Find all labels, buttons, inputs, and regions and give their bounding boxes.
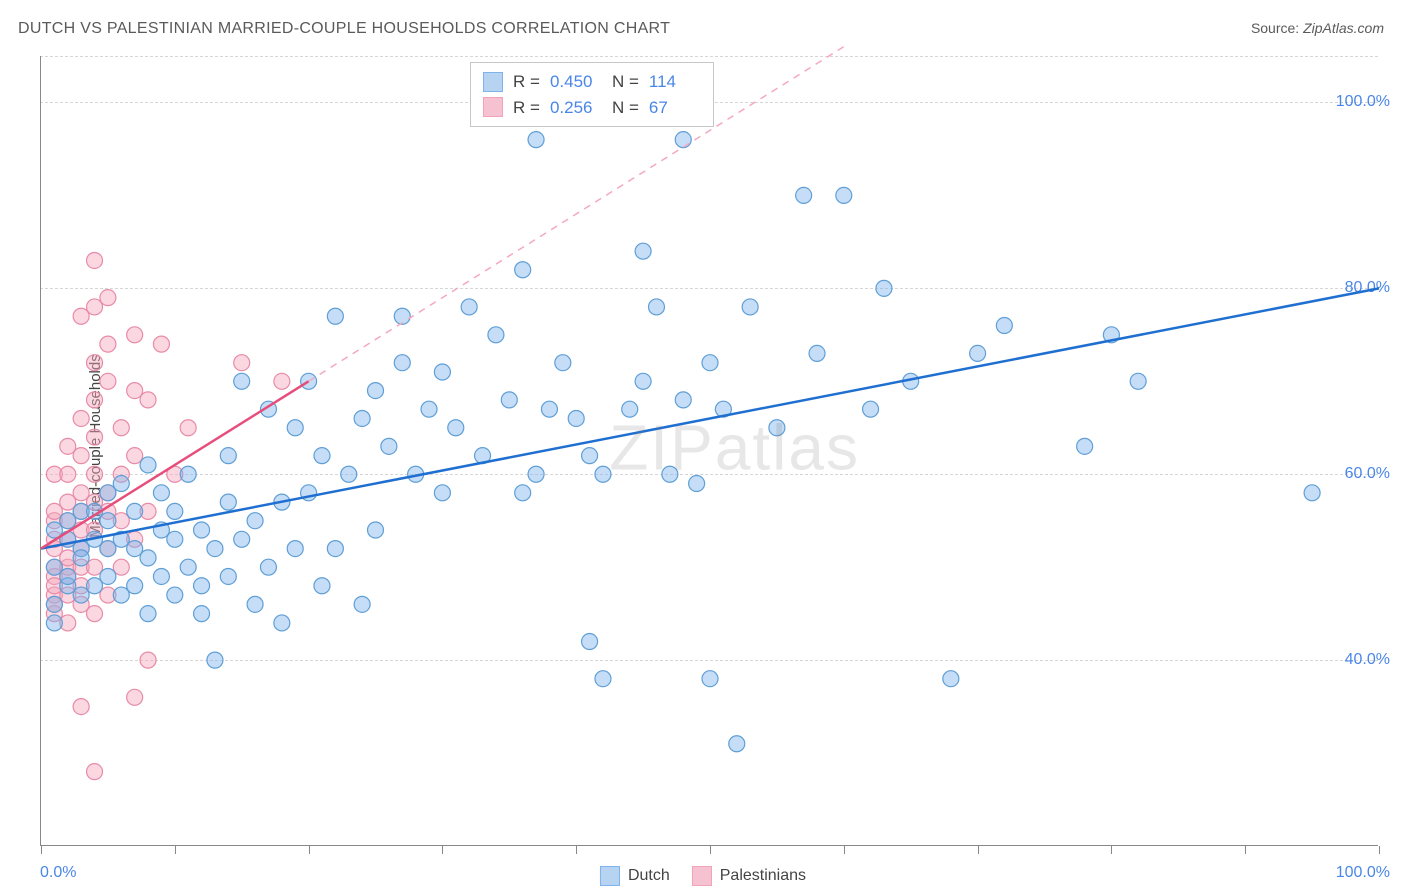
legend-item-palestinians: Palestinians xyxy=(692,866,806,886)
source-label: Source: xyxy=(1251,20,1299,36)
x-tick-label-max: 100.0% xyxy=(1336,864,1390,882)
r-label: R = xyxy=(513,95,540,121)
legend-row-dutch: R = 0.450 N = 114 xyxy=(483,69,701,95)
plot-area: ZIPatlas xyxy=(40,56,1378,846)
swatch-palestinians xyxy=(483,97,503,117)
n-label: N = xyxy=(612,95,639,121)
legend-label-palestinians: Palestinians xyxy=(720,867,806,885)
chart-source: Source: ZipAtlas.com xyxy=(1251,20,1384,36)
legend-row-palestinians: R = 0.256 N = 67 xyxy=(483,95,701,121)
swatch-dutch xyxy=(483,72,503,92)
legend-item-dutch: Dutch xyxy=(600,866,670,886)
source-value: ZipAtlas.com xyxy=(1303,20,1384,36)
swatch-palestinians-icon xyxy=(692,866,712,886)
n-label: N = xyxy=(612,69,639,95)
chart-title: DUTCH VS PALESTINIAN MARRIED-COUPLE HOUS… xyxy=(18,20,670,38)
r-value-dutch: 0.450 xyxy=(550,69,602,95)
correlation-legend: R = 0.450 N = 114 R = 0.256 N = 67 xyxy=(470,62,714,127)
legend-label-dutch: Dutch xyxy=(628,867,670,885)
swatch-dutch-icon xyxy=(600,866,620,886)
series-legend: Dutch Palestinians xyxy=(600,866,806,886)
n-value-dutch: 114 xyxy=(649,69,701,95)
scatter-svg xyxy=(41,56,1378,845)
n-value-palestinians: 67 xyxy=(649,95,701,121)
x-tick-label-min: 0.0% xyxy=(40,864,76,882)
r-value-palestinians: 0.256 xyxy=(550,95,602,121)
r-label: R = xyxy=(513,69,540,95)
